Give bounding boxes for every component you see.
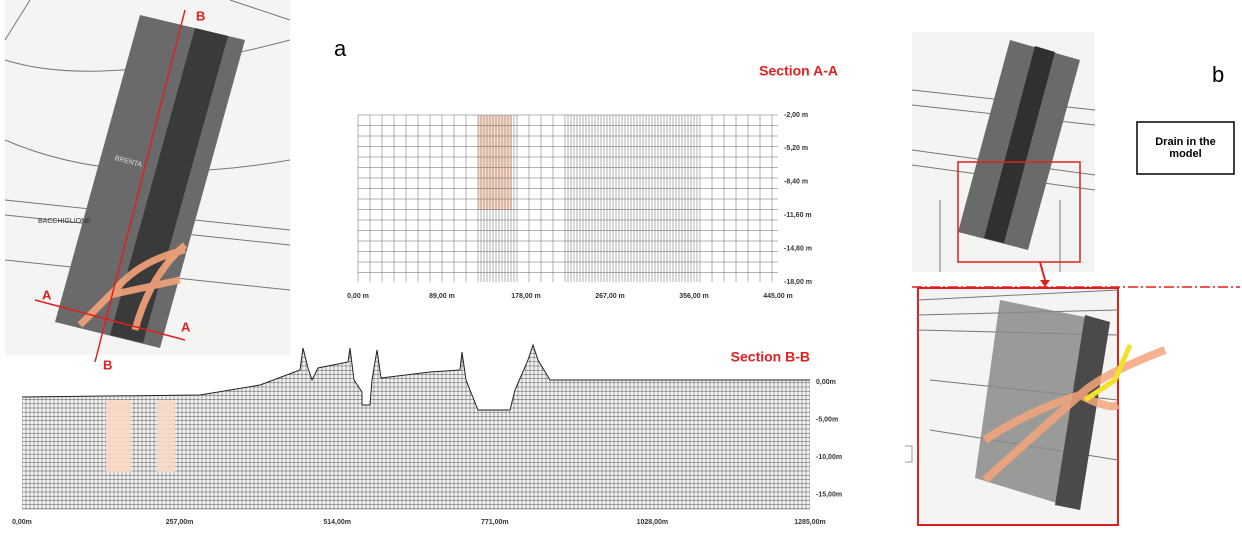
x-label: 445,00 m [763, 293, 793, 300]
map-label: A [42, 287, 52, 302]
x-label: 771,00m [481, 519, 509, 526]
mesh [357, 114, 778, 282]
bracket [905, 445, 913, 463]
drain-path [982, 346, 1167, 483]
model-strip-dense [984, 46, 1055, 243]
panel-label: b [1212, 62, 1224, 87]
y-label: -5,00m [816, 416, 838, 423]
mesh [22, 345, 810, 510]
mesh-group [22, 345, 810, 510]
map-b [911, 32, 1096, 287]
section-title: Section A-A [759, 63, 838, 79]
map-a: B B A A BRENTA BACCHIGLIONE [4, 0, 291, 372]
y-label: -8,40 m [784, 179, 808, 186]
arrow-head [1040, 280, 1050, 287]
river-label: BACCHIGLIONE [38, 218, 91, 225]
x-label: 0,00m [12, 519, 32, 526]
section-line-b [94, 9, 186, 363]
x-label: 178,00 m [511, 293, 541, 300]
map-label: B [196, 8, 205, 23]
orange-zone [478, 115, 512, 210]
x-label: 267,00 m [595, 293, 625, 300]
section-aa: -2,00 m -5,20 m -8,40 m -11,60 m -14,80 m -18… [347, 112, 812, 300]
y-label: -15,00m [816, 491, 842, 498]
callout-text: Drain in the model [1155, 136, 1216, 160]
mesh-outline [21, 343, 810, 411]
model-strip-dense [1055, 315, 1110, 510]
x-label: 0,00 m [347, 293, 369, 300]
x-label: 257,00m [166, 519, 194, 526]
section-title: Section B-B [731, 349, 810, 365]
section-bb: 0,00m -5,00m -10,00m -15,00m 0,00m 257,00m 514… [12, 343, 842, 526]
y-label: -5,20 m [784, 145, 808, 152]
callout-box [1136, 121, 1235, 175]
map-label: A [181, 319, 191, 334]
x-label: 356,00 m [679, 293, 709, 300]
y-label: -14,80 m [784, 245, 812, 252]
x-label: 514,00m [323, 519, 351, 526]
y-label: -11,60 m [784, 212, 812, 219]
orange-zone [106, 400, 131, 472]
arrow [1039, 261, 1046, 281]
y-label: -10,00m [816, 454, 842, 461]
drain-highlight [1083, 344, 1133, 403]
map-label: B [103, 357, 112, 372]
inset-detail [917, 287, 1167, 526]
x-label: 1028,00m [637, 519, 669, 526]
x-label: 1285,00m [794, 519, 826, 526]
section-line-a [34, 299, 186, 341]
x-label: 89,00 m [429, 293, 455, 300]
orange-zone [157, 400, 175, 472]
callout: Drain in the model [1155, 136, 1216, 160]
drain-path [77, 242, 188, 331]
y-label: 0,00m [816, 379, 836, 386]
y-label: -2,00 m [784, 112, 808, 119]
y-label: -18,00 m [784, 279, 812, 286]
panel-label: a [334, 36, 347, 61]
inset-frame [957, 161, 1081, 263]
